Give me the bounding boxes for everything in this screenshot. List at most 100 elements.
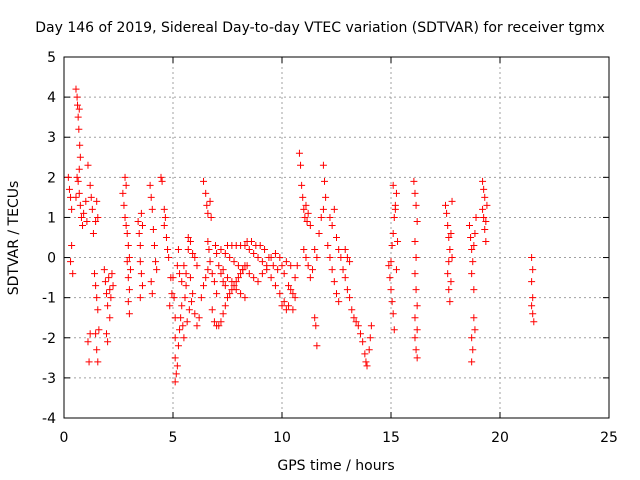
data-point — [74, 113, 82, 121]
data-point — [291, 274, 299, 282]
data-point — [125, 310, 133, 318]
data-point — [413, 217, 421, 225]
data-point — [350, 314, 358, 322]
data-point — [481, 193, 489, 201]
data-point — [202, 274, 210, 282]
data-point — [258, 270, 266, 278]
data-point — [136, 242, 144, 250]
data-point — [94, 306, 102, 314]
data-point — [77, 213, 85, 221]
data-point — [122, 181, 130, 189]
data-point — [217, 318, 225, 326]
data-point — [278, 262, 286, 270]
data-point — [445, 286, 453, 294]
data-point — [123, 258, 131, 266]
data-point — [135, 229, 143, 237]
data-point — [333, 234, 340, 241]
data-point — [411, 238, 419, 246]
data-point — [168, 290, 176, 298]
data-point — [206, 197, 214, 205]
data-point — [412, 201, 420, 209]
data-point — [276, 254, 284, 262]
data-point — [147, 193, 155, 201]
data-point — [217, 246, 225, 254]
data-point — [468, 246, 476, 254]
data-point — [482, 238, 490, 246]
data-point — [529, 294, 537, 302]
data-point — [76, 201, 84, 209]
data-point — [85, 358, 93, 366]
data-point — [361, 350, 369, 358]
data-point — [69, 270, 77, 278]
data-point — [412, 286, 420, 294]
data-point — [447, 229, 455, 237]
data-point — [258, 258, 266, 266]
data-point — [470, 242, 478, 250]
data-point — [278, 302, 286, 310]
data-point — [84, 338, 92, 346]
data-point — [411, 334, 419, 342]
data-point — [109, 282, 117, 290]
data-point — [389, 229, 397, 237]
data-point — [299, 193, 307, 201]
data-point — [410, 177, 418, 185]
data-point — [271, 282, 279, 290]
data-point — [445, 234, 453, 241]
data-point — [91, 270, 99, 278]
data-point — [224, 294, 231, 302]
data-point — [182, 282, 190, 290]
data-point — [146, 181, 154, 189]
data-point — [73, 93, 81, 101]
data-point — [267, 254, 275, 262]
data-point — [468, 270, 476, 278]
data-point — [204, 238, 212, 246]
data-point — [186, 274, 194, 282]
data-point — [191, 254, 199, 262]
data-point — [93, 346, 101, 354]
data-point — [448, 197, 456, 205]
data-point — [412, 254, 420, 262]
data-point — [245, 270, 253, 278]
data-point — [137, 209, 145, 217]
data-point — [315, 229, 323, 237]
data-point — [84, 161, 92, 169]
data-point — [311, 246, 319, 254]
y-tick-label: 5 — [47, 50, 56, 66]
data-point — [472, 213, 480, 221]
x-tick-label: 15 — [382, 430, 400, 446]
data-point — [178, 278, 186, 286]
y-axis-label: SDTVAR / TECUs — [6, 181, 22, 296]
data-point — [165, 254, 173, 262]
data-point — [287, 262, 295, 270]
data-point — [483, 201, 491, 209]
data-point — [75, 125, 83, 133]
chart-title: Day 146 of 2019, Sidereal Day-to-day VTE… — [35, 20, 605, 36]
data-point — [193, 262, 201, 270]
data-point — [346, 294, 354, 302]
data-point — [302, 201, 310, 209]
data-point — [309, 266, 317, 274]
data-point — [75, 105, 83, 113]
data-point — [254, 278, 262, 286]
x-tick-label: 25 — [600, 430, 618, 446]
data-point — [191, 310, 199, 318]
axis-ticks: 0 5 10 15 20 25 -4 -3 -2 -1 0 1 2 3 4 5 — [42, 50, 618, 446]
data-point — [528, 278, 536, 286]
data-point — [221, 302, 229, 310]
data-point — [160, 221, 168, 229]
data-point — [470, 314, 478, 322]
data-point — [83, 217, 91, 225]
data-point — [134, 217, 142, 225]
data-point — [208, 306, 216, 314]
data-point — [160, 205, 168, 213]
data-point — [68, 205, 76, 213]
data-point — [93, 294, 101, 302]
data-point — [94, 358, 102, 366]
data-point — [195, 314, 203, 322]
data-point — [321, 177, 329, 185]
data-point — [239, 266, 247, 274]
data-point — [311, 314, 319, 322]
data-point — [333, 290, 340, 298]
data-point — [219, 278, 227, 286]
